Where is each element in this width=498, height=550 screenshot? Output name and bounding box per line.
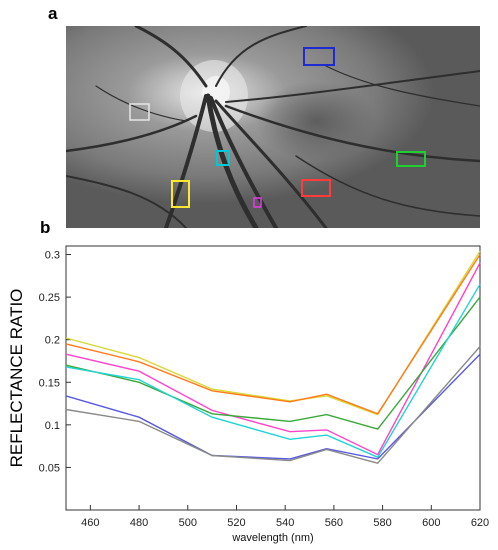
x-tick-label: 620 [471, 517, 489, 529]
panel-label-a: a [48, 4, 58, 23]
roi-magenta [253, 197, 262, 208]
y-tick-label: 0.25 [39, 292, 60, 304]
y-tick-label: 0.2 [45, 335, 60, 347]
x-tick-label: 520 [227, 517, 245, 529]
series-line-0 [65, 250, 481, 416]
x-ticks: 460 480 500 520 540 560 580 600 620 [81, 505, 489, 529]
y-tick-label: 0.05 [39, 462, 60, 474]
roi-yellow [171, 180, 190, 208]
y-tick-label: 0.3 [45, 250, 60, 262]
y-ticks: 0.05 0.1 0.15 0.2 0.25 0.3 [39, 250, 71, 474]
x-tick-label: 600 [422, 517, 440, 529]
roi-red [301, 179, 331, 197]
series-line-6 [65, 346, 481, 464]
reflectance-chart: 0.05 0.1 0.15 0.2 0.25 0.3 460 480 500 520 540 560… [7, 245, 489, 544]
series-line-3 [65, 296, 481, 430]
y-tick-label: 0.15 [39, 377, 60, 389]
x-tick-label: 460 [81, 517, 99, 529]
y-tick-label: 0.1 [45, 420, 60, 432]
series-line-4 [65, 283, 481, 459]
y-axis-label: REFLECTANCE RATIO [7, 289, 26, 468]
retinal-vessels [66, 26, 480, 228]
panel-label-b: b [40, 218, 51, 237]
roi-cyan [216, 150, 230, 166]
x-tick-label: 480 [130, 517, 148, 529]
series-lines [65, 250, 481, 464]
series-line-1 [65, 254, 481, 415]
plot-area [65, 245, 481, 511]
x-tick-label: 540 [276, 517, 294, 529]
x-tick-label: 560 [325, 517, 343, 529]
x-tick-label: 500 [179, 517, 197, 529]
fundus-image [66, 26, 480, 228]
roi-blue [303, 47, 335, 66]
x-tick-label: 580 [373, 517, 391, 529]
series-line-5 [65, 353, 481, 460]
macula-shadow [256, 81, 376, 161]
roi-green [396, 151, 426, 167]
series-line-2 [65, 262, 481, 456]
roi-gray [129, 103, 150, 121]
x-axis-label: wavelength (nm) [231, 532, 313, 544]
